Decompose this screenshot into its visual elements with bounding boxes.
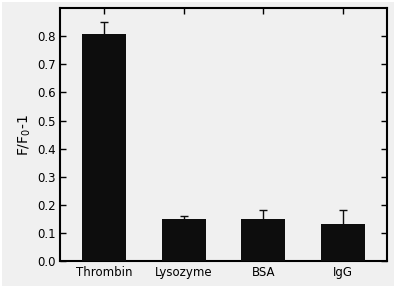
Bar [162,219,205,261]
Bar [82,34,126,261]
Bar [321,224,365,261]
Bar [241,219,285,261]
Y-axis label: F/F$_0$-1: F/F$_0$-1 [16,114,33,156]
